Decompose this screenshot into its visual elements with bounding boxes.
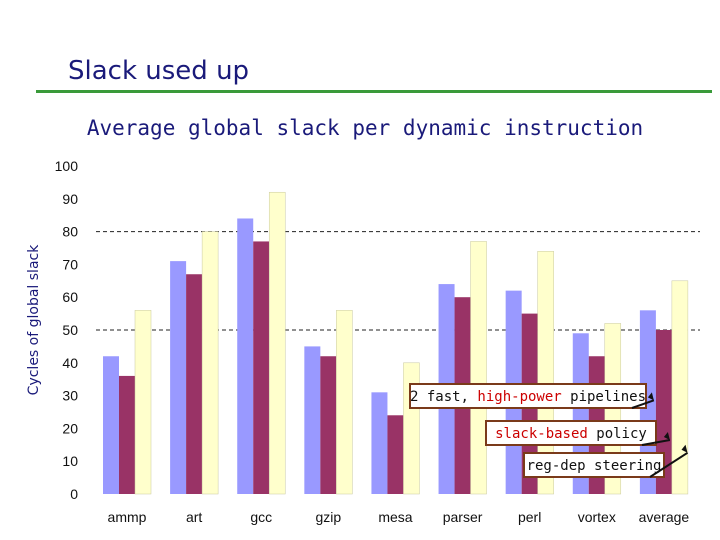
bar-art-3	[201, 231, 219, 495]
bar-ammp-3	[134, 310, 152, 495]
bar-mesa-3	[403, 362, 420, 495]
bar-gcc-3	[268, 191, 286, 495]
y-tick-label: 10	[62, 453, 78, 469]
y-tick-label: 80	[62, 224, 78, 240]
bar-art-1	[170, 261, 187, 494]
y-axis-label: Cycles of global slack	[26, 244, 42, 396]
bar-gzip-2	[320, 356, 337, 494]
annotation-arrowhead	[663, 432, 670, 440]
bar-gzip-3	[336, 310, 353, 495]
bar-mesa-2	[387, 415, 404, 494]
y-tick-label: 50	[62, 322, 78, 338]
annotation-arrowhead	[681, 444, 688, 453]
x-category-label: parser	[443, 509, 483, 525]
annotation-box	[523, 452, 665, 478]
annotation-arrow	[649, 451, 689, 478]
chart-title: Average global slack per dynamic instruc…	[87, 116, 643, 140]
x-category-label: mesa	[378, 509, 412, 525]
slide-title: Slack used up	[68, 56, 250, 86]
bar-gzip-1	[304, 346, 321, 494]
annotation-box	[485, 420, 657, 446]
title-divider	[36, 90, 712, 93]
y-tick-label: 90	[62, 191, 78, 207]
x-category-label: average	[639, 509, 690, 525]
bar-gcc-1	[237, 218, 254, 495]
bar-parser-3	[470, 241, 487, 495]
bar-average-3	[671, 280, 689, 495]
y-tick-label: 20	[62, 420, 78, 436]
x-category-label: vortex	[578, 509, 616, 525]
annotation-text: 2 fast, high-power pipelines	[410, 389, 646, 405]
y-tick-label: 0	[70, 486, 78, 502]
bar-gcc-2	[253, 241, 270, 494]
y-tick-label: 70	[62, 256, 78, 272]
y-tick-label: 100	[55, 158, 79, 174]
bar-art-2	[186, 274, 203, 494]
annotation-text: reg-dep steering	[527, 458, 662, 474]
x-category-label: gzip	[315, 509, 341, 525]
bar-ammp-2	[119, 375, 135, 494]
x-category-label: perl	[518, 509, 541, 525]
x-category-label: ammp	[108, 509, 147, 525]
annotation-arrow	[631, 399, 655, 409]
bars-layer	[103, 191, 689, 495]
annotations: 2 fast, high-power pipelines slack-based …	[409, 383, 689, 478]
bar-mesa-1	[371, 392, 388, 494]
x-category-label: art	[186, 509, 202, 525]
y-ticks: 0 10 20 30 40 50 60 70 80 90 100	[55, 158, 79, 502]
annotation-arrowhead	[647, 392, 654, 401]
y-tick-label: 60	[62, 289, 78, 305]
x-categories: ammp art gcc gzip mesa parser perl vortex averag…	[108, 509, 690, 525]
annotation-text: slack-based policy	[495, 426, 647, 442]
x-category-label: gcc	[250, 509, 272, 525]
y-tick-label: 30	[62, 388, 78, 404]
annotation-arrow	[641, 439, 671, 446]
annotation-box	[409, 383, 647, 409]
y-tick-label: 40	[62, 355, 78, 371]
bar-ammp-1	[103, 356, 119, 494]
